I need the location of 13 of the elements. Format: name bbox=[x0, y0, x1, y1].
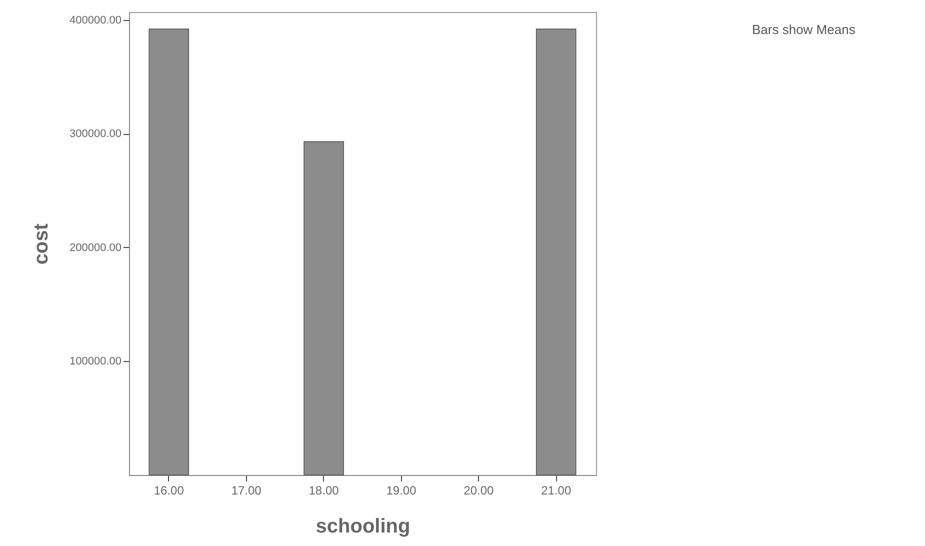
y-tick-label: 100000.00 bbox=[70, 356, 122, 368]
text: Bars show Means bbox=[752, 22, 856, 37]
x-tick-label: 19.00 bbox=[386, 484, 417, 498]
x-tick-label: 18.00 bbox=[308, 484, 340, 498]
y-tick-label: 400000.00 bbox=[70, 14, 122, 26]
x-tick-label: 16.00 bbox=[154, 484, 184, 498]
y-tick-label: 300000.00 bbox=[70, 128, 122, 140]
x-tick-label: 20.00 bbox=[464, 484, 494, 498]
y-tick-label: 200000.00 bbox=[70, 242, 122, 254]
x-tick-label: 17.00 bbox=[231, 484, 262, 498]
x-axis-title: schooling bbox=[316, 516, 410, 538]
y-axis-title: cost bbox=[30, 223, 52, 265]
x-tick-label: 21.00 bbox=[541, 484, 572, 498]
